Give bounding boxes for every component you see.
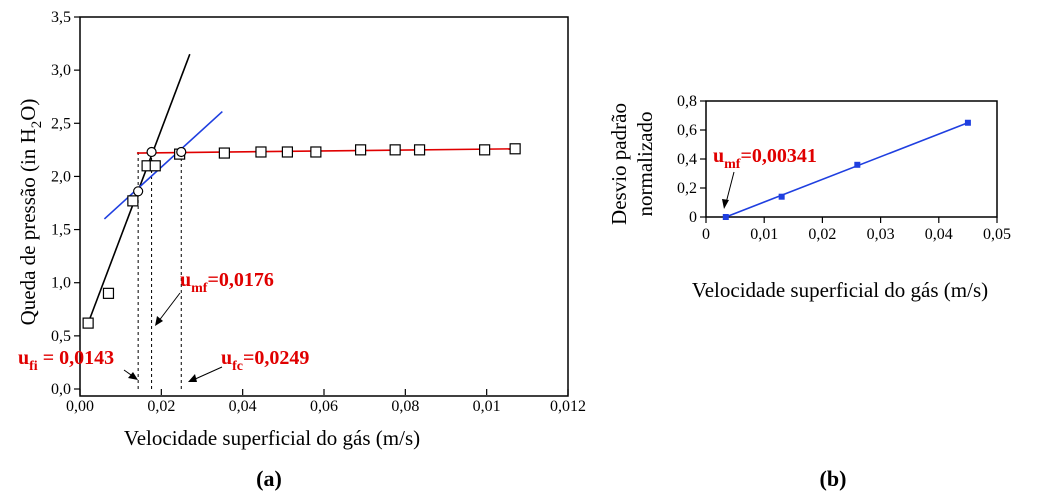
- data-point: [355, 144, 367, 156]
- annotation-umf-sub: mf: [191, 281, 208, 296]
- data-point: [310, 146, 322, 158]
- data-point: [479, 144, 491, 156]
- data-point: [854, 161, 861, 168]
- y-tick-label: 0,0: [51, 381, 71, 398]
- chart-b-y-title-line1: Desvio padrão: [607, 103, 631, 225]
- x-tick-label: 0,03: [867, 226, 895, 243]
- x-tick-label: 0,01: [750, 226, 778, 243]
- y-tick-label: 0,2: [677, 180, 697, 197]
- annotation-ufi: ufi = 0,0143: [18, 347, 114, 374]
- annotation-ufc-value: =0,0249: [243, 347, 309, 369]
- annotation-umf-b: umf=0,00341: [713, 145, 817, 172]
- x-tick-label: 0,04: [925, 226, 953, 243]
- data-point: [218, 147, 230, 159]
- arrow-ufc-head: [188, 374, 197, 382]
- chart-a-y-title-end: O): [16, 99, 40, 121]
- chart-a-dashed-guides: [137, 151, 182, 389]
- data-point: [413, 144, 426, 156]
- annotation-umf-main: u: [180, 269, 191, 291]
- annotation-arrow-b: [722, 171, 735, 209]
- y-tick-label: 1,5: [51, 222, 71, 239]
- chart-a-y-ticks: 0,0 0,5 1,0 1,5 2,0 2,5 3,0 3,5: [51, 9, 80, 398]
- data-point: [389, 144, 401, 156]
- annotation-umf-b-value: =0,00341: [740, 145, 816, 167]
- chart-a: 0,00 0,02 0,04 0,06 0,08 0,01 0,012 0,0 0,5 1,0 1…: [16, 9, 586, 491]
- y-tick-label: 0,5: [51, 328, 71, 345]
- y-tick-label: 0,6: [677, 122, 697, 139]
- chart-a-y-title: Queda de pressão (in H2O): [16, 99, 45, 326]
- y-tick-label: 0: [689, 209, 697, 226]
- arrow-ufi-head: [128, 372, 138, 380]
- blue-fit-line: [725, 122, 969, 218]
- x-tick-label: 0,04: [229, 398, 257, 415]
- annotation-ufc: ufc=0,0249: [221, 347, 309, 374]
- x-tick-label: 0,05: [983, 226, 1011, 243]
- y-tick-label: 3,5: [51, 9, 71, 26]
- chart-a-points: [82, 143, 521, 329]
- data-point: [722, 214, 729, 220]
- chart-a-intersections: [133, 146, 187, 197]
- y-tick-label: 3,0: [51, 62, 71, 79]
- intersection-point: [146, 146, 157, 158]
- data-point: [281, 146, 293, 158]
- x-tick-label: 0,02: [147, 398, 175, 415]
- chart-a-fit-lines: [87, 53, 516, 324]
- x-tick-label: 0,06: [310, 398, 338, 415]
- annotation-umf-value: =0,0176: [207, 269, 273, 291]
- x-tick-label: 0,01: [473, 398, 501, 415]
- chart-a-x-title: Velocidade superficial do gás (m/s): [124, 426, 420, 450]
- chart-a-x-ticks: 0,00 0,02 0,04 0,06 0,08 0,01 0,012: [66, 389, 586, 415]
- arrow-umf-b-head: [722, 199, 729, 209]
- arrow-umf-b: [725, 171, 735, 204]
- x-tick-label: 0,08: [391, 398, 419, 415]
- data-point: [127, 195, 139, 207]
- chart-b-points: [722, 119, 971, 220]
- annotation-ufc-sub: fc: [232, 359, 243, 374]
- y-tick-label: 2,5: [51, 115, 71, 132]
- chart-b-y-ticks: 0 0,2 0,4 0,6 0,8: [677, 93, 706, 226]
- y-tick-label: 0,8: [677, 93, 697, 110]
- x-tick-label: 0,02: [808, 226, 836, 243]
- red-fit-line: [136, 147, 516, 154]
- data-point: [509, 143, 521, 155]
- annotation-umf-b-sub: mf: [724, 157, 741, 172]
- chart-b: 0 0,01 0,02 0,03 0,04 0,05 0 0,2 0,4 0,6 0,8 umf=…: [607, 93, 1011, 491]
- chart-b-fit-line: [725, 122, 969, 218]
- intersection-point: [176, 146, 187, 158]
- x-tick-label: 0,012: [550, 398, 586, 415]
- data-point: [255, 146, 267, 158]
- panel-label-a: (a): [256, 466, 282, 491]
- chart-a-frame: [79, 16, 569, 397]
- panel-label-b: (b): [820, 466, 847, 491]
- chart-b-y-title-line2: normalizado: [633, 112, 657, 217]
- x-tick-label: 0: [702, 226, 710, 243]
- arrow-umf-head: [155, 316, 163, 326]
- chart-b-x-title: Velocidade superficial do gás (m/s): [692, 278, 988, 302]
- data-point: [102, 287, 115, 299]
- data-point: [82, 317, 94, 329]
- chart-a-y-title-sub: 2: [29, 121, 45, 129]
- intersection-point: [133, 186, 144, 197]
- annotation-arrows-a: [123, 292, 223, 382]
- arrow-umf: [157, 292, 181, 323]
- x-tick-label: 0,00: [66, 398, 94, 415]
- annotation-ufc-main: u: [221, 347, 232, 369]
- arrow-ufc: [192, 366, 223, 381]
- annotation-ufi-value: = 0,0143: [38, 347, 114, 369]
- data-point: [778, 193, 785, 200]
- annotation-ufi-main: u: [18, 347, 29, 369]
- chart-b-x-ticks: 0 0,01 0,02 0,03 0,04 0,05: [702, 217, 1011, 243]
- annotation-umf-b-main: u: [713, 145, 724, 167]
- y-tick-label: 0,4: [677, 151, 697, 168]
- annotation-ufi-sub: fi: [29, 359, 38, 374]
- data-point: [964, 119, 971, 126]
- chart-a-y-title-main: Queda de pressão (in H: [16, 128, 40, 325]
- y-tick-label: 2,0: [51, 168, 71, 185]
- blue-fit-line: [103, 111, 223, 220]
- y-tick-label: 1,0: [51, 275, 71, 292]
- data-point: [149, 160, 161, 172]
- annotation-umf: umf=0,0176: [180, 269, 274, 296]
